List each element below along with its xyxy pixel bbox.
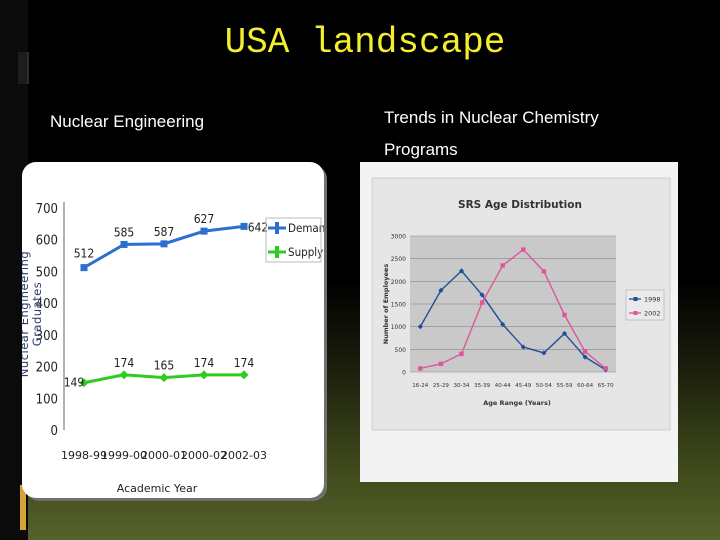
data-point — [418, 366, 423, 371]
legend-label: Demand — [288, 221, 324, 235]
legend-marker — [275, 222, 279, 234]
legend-label: 2002 — [644, 310, 661, 318]
data-label: 174 — [114, 356, 135, 370]
y-tick-label: 0 — [402, 370, 406, 377]
graduates-chart-panel: 0 100 200 300 400 500 600 700 1998-99 1999-00 2000… — [22, 162, 324, 498]
x-tick-label: 45-49 — [515, 383, 531, 389]
data-point — [458, 268, 465, 274]
data-point — [160, 240, 168, 248]
data-point — [199, 370, 209, 380]
data-label: 149 — [64, 376, 85, 390]
x-tick-label: 25-29 — [433, 383, 449, 389]
y-tick-label: 2500 — [391, 256, 406, 263]
data-point — [562, 312, 567, 318]
x-tick-label: 50-54 — [536, 383, 552, 389]
x-tick-label: 55-59 — [557, 383, 573, 389]
data-point — [479, 300, 485, 305]
x-tick-label: 16-24 — [412, 383, 428, 389]
x-tick-label: 2000-02 — [181, 449, 227, 462]
legend-marker — [633, 311, 638, 315]
y-tick-label: 100 — [36, 392, 58, 407]
x-tick-label: 2002-03 — [221, 449, 267, 462]
age-distribution-chart: SRS Age Distribution 0 500 1000 1500 2000 2500… — [371, 177, 671, 431]
data-point — [561, 330, 568, 337]
y-tick-label: 300 — [36, 329, 58, 344]
y-tick-label: 2000 — [391, 279, 406, 286]
right-chart-subtitle: Trends in Nuclear Chemistry Programs — [384, 108, 599, 159]
legend-marker — [633, 297, 638, 301]
x-tick-label: 1998-99 — [61, 449, 107, 462]
y-tick-label: 1000 — [391, 324, 406, 331]
strip-marker — [18, 52, 29, 84]
y-tick-label: 600 — [36, 234, 58, 249]
strip-accent-bar — [20, 485, 26, 530]
chart-title: SRS Age Distribution — [458, 199, 582, 211]
y-tick-label: 3000 — [391, 234, 406, 241]
data-label: 587 — [154, 225, 175, 239]
data-point — [120, 240, 128, 248]
data-label: 642 — [248, 220, 269, 234]
x-axis-title: Academic Year — [117, 482, 198, 495]
data-point — [500, 263, 505, 268]
y-tick-label: 200 — [36, 361, 58, 376]
y-axis-title: Nuclear EngineeringGraduates — [22, 251, 44, 377]
legend-box — [625, 289, 665, 321]
x-tick-label: 65-70 — [598, 383, 614, 389]
data-point — [603, 366, 608, 371]
data-point — [119, 370, 129, 380]
legend-label: Supply — [288, 245, 323, 259]
slide-title: USA landscape — [224, 22, 506, 63]
series-line-1998 — [419, 269, 607, 371]
data-point — [582, 349, 588, 354]
data-label: 512 — [74, 247, 95, 261]
x-axis-title: Age Range (Years) — [483, 399, 551, 407]
y-tick-label: 500 — [36, 265, 58, 280]
data-point — [521, 247, 526, 252]
x-tick-label: 2000-01 — [141, 449, 187, 462]
data-label: 174 — [194, 356, 215, 370]
data-point — [239, 370, 249, 380]
y-tick-label: 400 — [36, 297, 58, 312]
x-tick-label: 1999-00 — [101, 449, 147, 462]
data-point — [541, 269, 547, 274]
legend-label: 1998 — [644, 296, 661, 304]
y-tick-label: 500 — [395, 347, 407, 354]
x-tick-label: 35-39 — [474, 383, 490, 389]
data-point — [80, 264, 88, 272]
x-tick-label: 30-34 — [454, 383, 470, 389]
y-tick-label: 700 — [36, 202, 58, 217]
legend-box — [265, 217, 322, 263]
data-point — [159, 373, 169, 383]
data-label: 585 — [114, 225, 135, 239]
y-tick-label: 0 — [51, 424, 58, 439]
y-axis-title: Number of Employees — [382, 264, 390, 345]
legend-marker — [275, 246, 279, 258]
y-tick-label: 1500 — [391, 302, 406, 309]
data-point — [240, 222, 248, 230]
data-point — [459, 351, 464, 357]
age-distribution-chart-panel: SRS Age Distribution 0 500 1000 1500 2000 2500… — [360, 162, 678, 482]
data-point — [200, 227, 208, 235]
data-point — [438, 361, 444, 367]
data-label: 174 — [234, 356, 255, 370]
data-label: 165 — [154, 359, 175, 373]
data-label: 627 — [194, 212, 215, 226]
series-line-2002 — [420, 248, 607, 370]
x-tick-label: 40-44 — [495, 383, 511, 389]
left-chart-subtitle: Nuclear Engineering — [50, 112, 205, 131]
data-point — [79, 378, 89, 388]
graduates-chart: 01002003004005006007001998-991999-002000… — [22, 202, 324, 495]
x-tick-label: 60-64 — [577, 383, 593, 389]
